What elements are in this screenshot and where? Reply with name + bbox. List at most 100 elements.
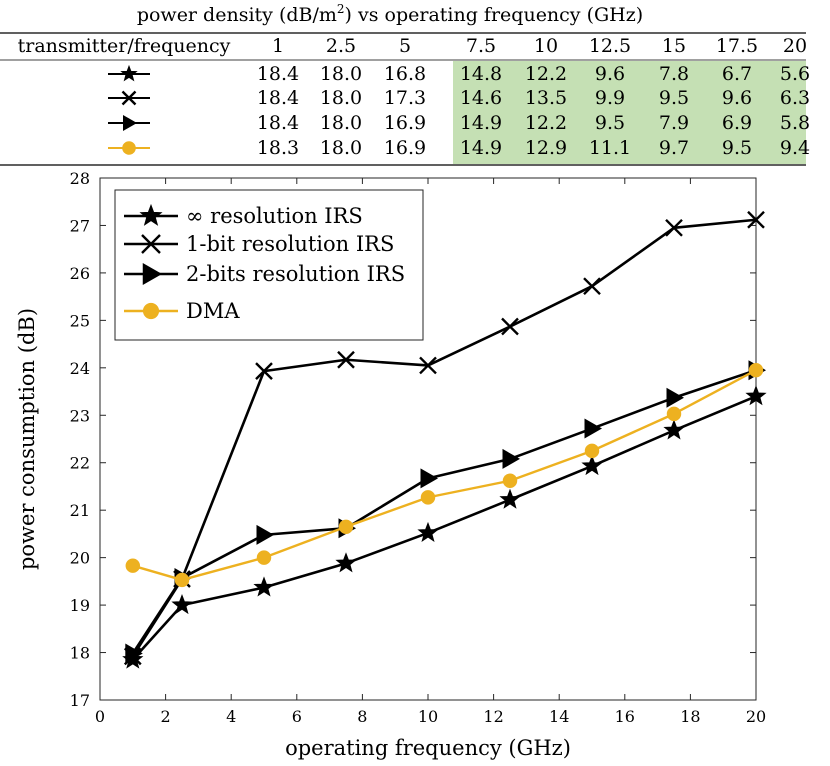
y-tick-label: 28 — [70, 169, 90, 188]
data-point — [584, 443, 600, 459]
table-cell: 14.6 — [460, 87, 502, 109]
legend-entry: 2-bits resolution IRS — [124, 262, 405, 286]
table-header-freq-3: 7.5 — [466, 35, 496, 57]
table-cell: 18.0 — [320, 112, 362, 134]
table-row: 18.4 18.0 16.9 14.9 12.2 9.5 7.9 6.9 5.8 — [108, 112, 810, 134]
data-point — [335, 552, 357, 573]
legend-label: 1-bit resolution IRS — [186, 232, 394, 256]
table-cell: 5.8 — [780, 112, 810, 134]
y-tick-label: 23 — [70, 406, 90, 425]
table-row-marker-triangle — [123, 115, 137, 131]
y-tick-label: 19 — [70, 596, 90, 615]
table-highlight — [453, 61, 806, 164]
x-tick-label: 8 — [357, 707, 367, 726]
y-tick-label: 18 — [70, 644, 90, 663]
table-cell: 6.3 — [780, 87, 810, 109]
table-cell: 18.4 — [257, 87, 299, 109]
table-cell: 18.3 — [257, 137, 299, 159]
table-cell: 7.9 — [659, 112, 689, 134]
x-tick-label: 18 — [680, 707, 700, 726]
table-cell: 9.6 — [595, 63, 625, 85]
x-tick-label: 4 — [226, 707, 236, 726]
table-row-marker-circle — [122, 141, 136, 155]
data-point — [584, 418, 602, 439]
chart: 0 2 4 6 8 10 12 14 16 18 2017181920212223242526272… — [15, 169, 767, 760]
data-point — [745, 385, 767, 406]
legend-label: ∞ resolution IRS — [186, 204, 363, 228]
table-cell: 11.1 — [589, 137, 631, 159]
legend-marker-star — [139, 203, 163, 226]
data-point — [125, 558, 141, 573]
data-point — [338, 519, 354, 535]
table-cell: 12.2 — [525, 63, 567, 85]
table-body: 18.4 18.0 16.8 14.8 12.2 9.6 7.8 6.7 5.6 18.4 18.0… — [108, 63, 810, 159]
x-tick-label: 0 — [95, 707, 105, 726]
series-circle — [125, 362, 764, 588]
x-tick-label: 14 — [549, 707, 569, 726]
data-point — [502, 448, 520, 469]
table-header-freq-5: 12.5 — [589, 35, 631, 57]
table-cell: 12.2 — [525, 112, 567, 134]
table-header-freq-6: 15 — [662, 35, 686, 57]
y-tick-label: 24 — [70, 359, 90, 378]
table-cell: 9.5 — [595, 112, 625, 134]
data-point — [499, 488, 521, 509]
table-cell: 5.6 — [780, 63, 810, 85]
table-header-freq-7: 17.5 — [716, 35, 758, 57]
x-tick-label: 12 — [483, 707, 503, 726]
table-cell: 14.8 — [460, 63, 502, 85]
legend: ∞ resolution IRS 1-bit resolution IRS 2-bi… — [114, 189, 424, 341]
table-row-marker-star — [120, 64, 138, 82]
table-cell: 9.5 — [659, 87, 689, 109]
table-row: 18.3 18.0 16.9 14.9 12.9 11.1 9.7 9.5 9.4 — [108, 137, 810, 159]
axis-ticks: 0 2 4 6 8 10 12 14 16 18 2017181920212223242526272… — [70, 169, 767, 726]
table-title-post: ) vs operating frequency (GHz) — [345, 4, 644, 26]
legend-marker-circle — [142, 302, 160, 320]
series-star — [122, 385, 767, 669]
data-point — [666, 387, 684, 408]
table-cell: 13.5 — [525, 87, 567, 109]
data-point — [581, 454, 603, 476]
table-cell: 9.6 — [722, 87, 752, 109]
table-cell: 14.9 — [460, 112, 502, 134]
x-tick-label: 10 — [418, 707, 438, 726]
data-point — [417, 521, 439, 542]
x-tick-label: 20 — [746, 707, 766, 726]
series-layer — [122, 210, 767, 669]
table-row: 18.4 18.0 16.8 14.8 12.2 9.6 7.8 6.7 5.6 — [108, 63, 810, 85]
table-header-first: transmitter/frequency — [18, 35, 231, 57]
table-cell: 14.9 — [460, 137, 502, 159]
table-row-marker-x — [121, 90, 137, 106]
data-point — [253, 576, 275, 597]
table-header-freq-0: 1 — [272, 35, 284, 57]
table-cell: 16.9 — [384, 137, 426, 159]
table-cell: 18.0 — [320, 63, 362, 85]
table-cell: 18.0 — [320, 137, 362, 159]
legend-entry: ∞ resolution IRS — [124, 203, 363, 228]
table-cell: 9.9 — [595, 87, 625, 109]
table-row: 18.4 18.0 17.3 14.6 13.5 9.9 9.5 9.6 6.3 — [108, 87, 810, 109]
data-point — [502, 473, 518, 488]
data-point — [419, 356, 437, 375]
table-cell: 18.4 — [257, 63, 299, 85]
table-cell: 16.9 — [384, 112, 426, 134]
data-point — [256, 550, 272, 565]
x-tick-label: 6 — [292, 707, 302, 726]
legend-marker-triangle — [142, 263, 162, 285]
y-tick-label: 26 — [70, 264, 90, 283]
data-point — [125, 643, 143, 664]
data-point — [420, 490, 436, 505]
legend-entry: 1-bit resolution IRS — [124, 232, 394, 256]
table-cell: 6.7 — [722, 63, 752, 85]
legend-marker-x — [141, 234, 161, 254]
x-axis-label: operating frequency (GHz) — [285, 736, 571, 760]
legend-label: DMA — [186, 299, 240, 323]
table-header-freq-1: 2.5 — [326, 35, 356, 57]
data-point — [501, 317, 519, 336]
x-tick-label: 2 — [161, 707, 171, 726]
table-title-pre: power density (dB/m — [137, 4, 337, 26]
table-header-freq-8: 20 — [783, 35, 807, 57]
table-cell: 18.4 — [257, 112, 299, 134]
data-point — [747, 210, 765, 229]
